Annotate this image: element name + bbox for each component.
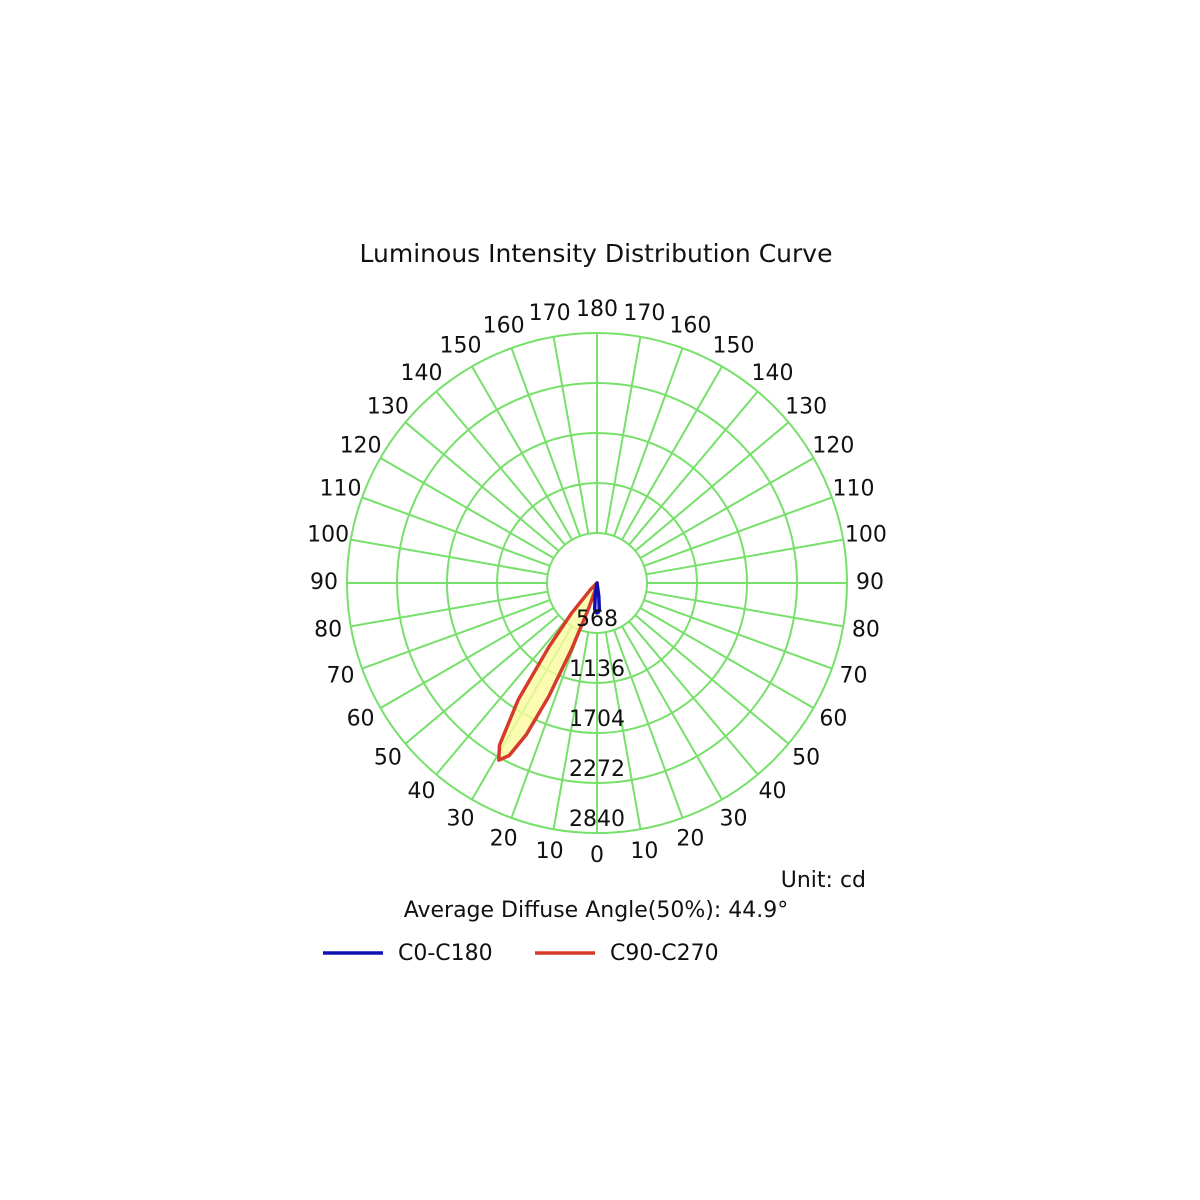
- angle-tick-label: 30: [720, 806, 748, 831]
- angle-tick-label: 100: [307, 523, 349, 548]
- angle-tick-label: 120: [812, 434, 854, 459]
- grid-spoke: [634, 421, 790, 552]
- r-tick-label: 568: [576, 607, 618, 632]
- grid-spoke: [552, 336, 590, 534]
- angle-tick-label: 80: [314, 617, 342, 642]
- grid-spoke: [639, 607, 815, 709]
- angle-tick-label: 160: [669, 313, 711, 338]
- angle-tick-label: 70: [326, 663, 354, 688]
- grid-spoke: [435, 620, 566, 776]
- angle-tick-label: 90: [856, 570, 884, 595]
- angle-tick-label: 170: [529, 301, 571, 326]
- grid-spoke: [646, 590, 844, 628]
- r-tick-label: 2840: [569, 807, 625, 832]
- grid-spoke: [639, 457, 815, 559]
- angle-tick-label: 0: [590, 843, 604, 868]
- unit-label: Unit: cd: [781, 868, 866, 893]
- angle-tick-label: 70: [840, 663, 868, 688]
- chart-title: Luminous Intensity Distribution Curve: [360, 239, 833, 268]
- angle-tick-label: 110: [833, 477, 875, 502]
- angle-tick-label: 60: [819, 707, 847, 732]
- angle-tick-label: 130: [367, 395, 409, 420]
- grid-spoke: [350, 590, 548, 628]
- angle-tick-label: 50: [792, 745, 820, 770]
- angle-tick-label: 20: [490, 827, 518, 852]
- grid-spoke: [379, 607, 555, 709]
- grid-spoke: [604, 632, 642, 830]
- angle-tick-label: 10: [536, 839, 564, 864]
- angle-tick-label: 180: [576, 297, 618, 322]
- grid-spoke: [621, 625, 723, 801]
- annotation: Average Diffuse Angle(50%): 44.9°: [404, 898, 789, 923]
- grid-spoke: [634, 614, 790, 745]
- legend-label: C0-C180: [398, 941, 493, 966]
- grid-spoke: [361, 496, 551, 567]
- angle-tick-label: 100: [845, 523, 887, 548]
- legend-label: C90-C270: [610, 941, 719, 966]
- grid-spoke: [510, 629, 581, 819]
- grid-spoke: [643, 496, 833, 567]
- grid-spoke: [471, 365, 573, 541]
- grid-spoke: [613, 629, 684, 819]
- grid-spoke: [643, 599, 833, 670]
- series-line: [592, 581, 602, 615]
- grid-spoke: [361, 599, 551, 670]
- grid-spoke: [350, 538, 548, 576]
- grid-spoke: [435, 390, 566, 546]
- grid-spoke: [552, 632, 590, 830]
- angle-tick-label: 150: [713, 334, 755, 359]
- grid-spoke: [404, 421, 560, 552]
- angle-tick-label: 120: [340, 434, 382, 459]
- angle-tick-label: 140: [751, 361, 793, 386]
- angle-tick-label: 90: [310, 570, 338, 595]
- angle-tick-label: 160: [483, 313, 525, 338]
- series-line: [497, 581, 599, 762]
- r-tick-label: 2272: [569, 757, 625, 782]
- angle-tick-label: 140: [401, 361, 443, 386]
- angle-tick-label: 20: [676, 827, 704, 852]
- angle-tick-label: 30: [447, 806, 475, 831]
- angle-tick-label: 150: [440, 334, 482, 359]
- grid-spoke: [604, 336, 642, 534]
- grid-spoke: [628, 390, 759, 546]
- angle-tick-label: 130: [785, 395, 827, 420]
- angle-tick-label: 10: [630, 839, 658, 864]
- angle-tick-label: 60: [347, 707, 375, 732]
- grid-spoke: [621, 365, 723, 541]
- angle-tick-label: 170: [623, 301, 665, 326]
- angle-tick-label: 50: [374, 745, 402, 770]
- grid-spoke: [613, 347, 684, 537]
- grid-spoke: [510, 347, 581, 537]
- angle-tick-label: 40: [758, 779, 786, 804]
- r-tick-label: 1704: [569, 707, 625, 732]
- angle-tick-label: 40: [408, 779, 436, 804]
- angle-tick-label: 110: [319, 477, 361, 502]
- r-tick-label: 1136: [569, 657, 625, 682]
- grid-spoke: [404, 614, 560, 745]
- angle-tick-label: 80: [852, 617, 880, 642]
- grid-spoke: [628, 620, 759, 776]
- grid-spoke: [379, 457, 555, 559]
- grid-spoke: [646, 538, 844, 576]
